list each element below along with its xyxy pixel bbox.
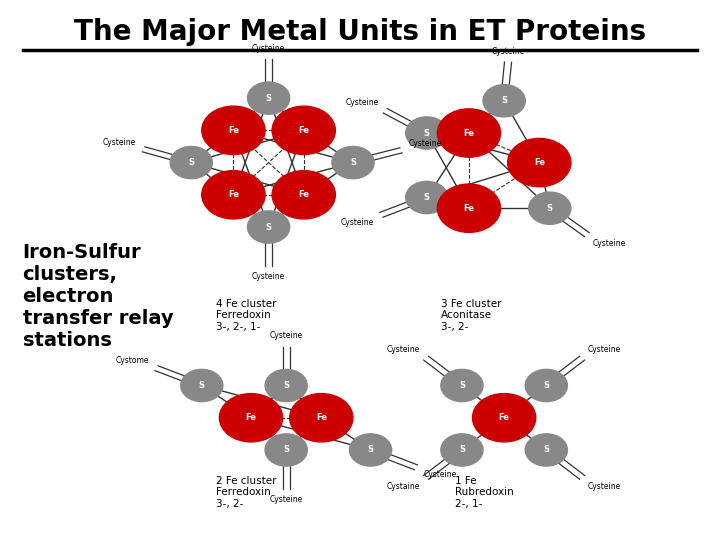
Text: Cysteine: Cysteine: [269, 495, 303, 504]
Text: Cysteine: Cysteine: [252, 44, 285, 53]
Text: Cysteine: Cysteine: [269, 332, 303, 340]
Circle shape: [437, 184, 500, 232]
Text: 4 Fe cluster
Ferredoxin
3-, 2-, 1-: 4 Fe cluster Ferredoxin 3-, 2-, 1-: [216, 299, 276, 332]
Circle shape: [272, 171, 336, 219]
Text: 1 Fe
Rubredoxin
2-, 1-: 1 Fe Rubredoxin 2-, 1-: [455, 476, 513, 509]
Circle shape: [437, 109, 500, 157]
Text: S: S: [459, 446, 465, 455]
Text: S: S: [424, 129, 430, 138]
Circle shape: [441, 434, 483, 466]
Circle shape: [349, 434, 392, 466]
Text: S: S: [546, 204, 553, 213]
Text: Cysteine: Cysteine: [409, 139, 442, 148]
Circle shape: [272, 106, 336, 154]
Text: Cysteine: Cysteine: [492, 47, 526, 56]
Text: Fe: Fe: [316, 413, 327, 422]
Text: Cysteine: Cysteine: [252, 272, 285, 281]
Text: S: S: [266, 222, 271, 232]
Text: Cysteine: Cysteine: [593, 239, 626, 248]
Text: Fe: Fe: [228, 190, 239, 199]
Circle shape: [525, 434, 567, 466]
Circle shape: [508, 138, 571, 187]
Circle shape: [202, 106, 265, 154]
Circle shape: [405, 117, 448, 149]
Text: S: S: [501, 96, 507, 105]
Text: Iron-Sulfur
clusters,
electron
transfer relay
stations: Iron-Sulfur clusters, electron transfer …: [22, 244, 173, 350]
Text: Fe: Fe: [298, 126, 310, 135]
Text: Fe: Fe: [228, 126, 239, 135]
Text: Cysteine: Cysteine: [387, 345, 420, 354]
Text: Fe: Fe: [464, 204, 474, 213]
Text: Cystome: Cystome: [115, 356, 149, 366]
Circle shape: [472, 394, 536, 442]
Text: Fe: Fe: [246, 413, 256, 422]
Text: S: S: [266, 93, 271, 103]
Circle shape: [405, 181, 448, 214]
Circle shape: [202, 171, 265, 219]
Text: Fe: Fe: [464, 129, 474, 138]
Circle shape: [528, 192, 571, 224]
Text: Cysteine: Cysteine: [102, 138, 136, 147]
Circle shape: [289, 394, 353, 442]
Text: S: S: [188, 158, 194, 167]
Text: S: S: [350, 158, 356, 167]
Circle shape: [332, 146, 374, 179]
Circle shape: [441, 369, 483, 402]
Text: S: S: [283, 381, 289, 390]
Circle shape: [248, 211, 289, 243]
Circle shape: [220, 394, 283, 442]
Text: Cysteine: Cysteine: [345, 98, 379, 107]
Text: The Major Metal Units in ET Proteins: The Major Metal Units in ET Proteins: [74, 17, 646, 45]
Text: S: S: [283, 446, 289, 455]
Text: Cysteine: Cysteine: [588, 345, 621, 354]
Text: Fe: Fe: [499, 413, 510, 422]
Text: Fe: Fe: [534, 158, 545, 167]
Text: S: S: [544, 446, 549, 455]
Circle shape: [181, 369, 223, 402]
Text: 3 Fe cluster
Aconitase
3-, 2-: 3 Fe cluster Aconitase 3-, 2-: [441, 299, 501, 332]
Text: S: S: [199, 381, 204, 390]
Circle shape: [170, 146, 212, 179]
Circle shape: [248, 82, 289, 114]
Text: S: S: [544, 381, 549, 390]
Text: Cysteine: Cysteine: [341, 218, 374, 227]
Circle shape: [265, 369, 307, 402]
Text: S: S: [459, 381, 465, 390]
Text: Cystaine: Cystaine: [387, 482, 420, 491]
Text: Cysteine: Cysteine: [423, 470, 456, 479]
Text: S: S: [367, 446, 374, 455]
Text: Cysteine: Cysteine: [588, 482, 621, 491]
Text: 2 Fe cluster
Ferredoxin
3-, 2-: 2 Fe cluster Ferredoxin 3-, 2-: [216, 476, 276, 509]
Text: S: S: [424, 193, 430, 202]
Circle shape: [483, 85, 525, 117]
Circle shape: [265, 434, 307, 466]
Circle shape: [525, 369, 567, 402]
Text: Fe: Fe: [298, 190, 310, 199]
